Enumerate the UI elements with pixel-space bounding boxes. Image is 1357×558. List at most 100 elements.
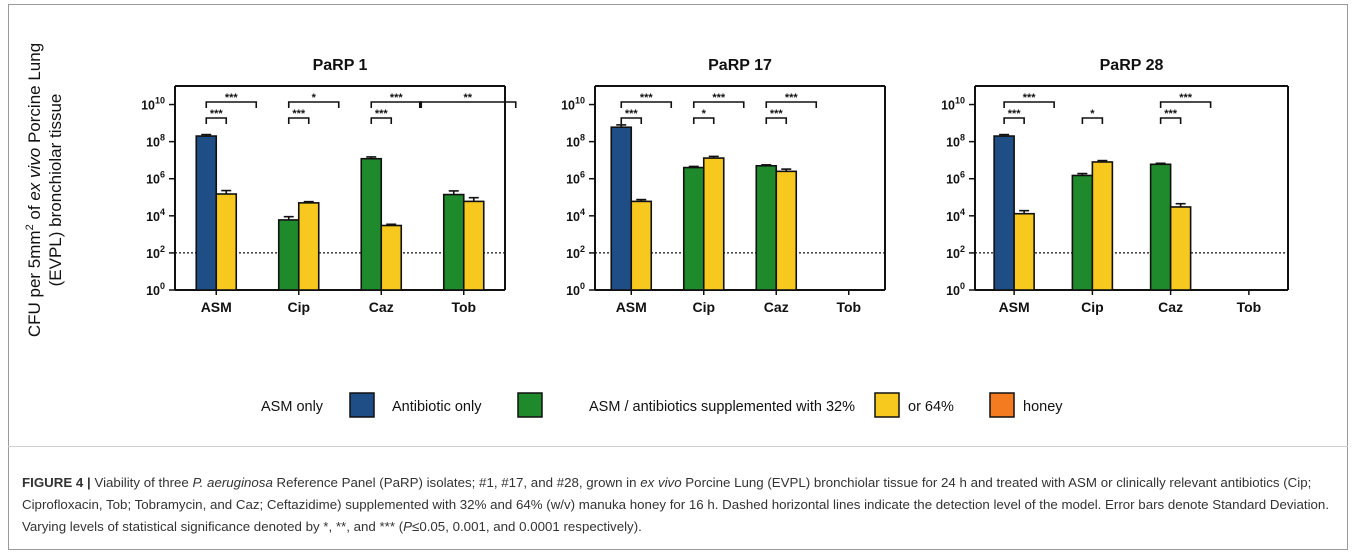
figure-svg: CFU per 5mm2 of ex vivo Porcine Lung (EV…: [24, 43, 1289, 418]
bar-asm-second: [630, 200, 653, 291]
figure-caption: FIGURE 4 | Viability of three P. aerugin…: [22, 472, 1344, 538]
significance-bracket: [370, 117, 393, 124]
bar-caz-second: [1169, 206, 1192, 291]
y-tick-label: 100: [946, 281, 965, 298]
caption-text-5: Porcine Lung (EVPL) bronchiolar tissue f…: [22, 475, 1330, 534]
panel-2: PaRP 171001021041061081010ASM******Cip**…: [561, 57, 886, 315]
bar-cip-second: [702, 157, 725, 291]
bar-asm-second: [1013, 212, 1035, 291]
y-tick-label: 106: [566, 170, 585, 187]
significance-bracket: [620, 117, 643, 124]
significance-bracket: [287, 117, 310, 124]
bar-cip-first: [277, 219, 300, 291]
significance-label: ***: [1179, 92, 1193, 104]
caption-text-4: ex vivo: [640, 475, 682, 490]
y-tick-label: 100: [146, 281, 165, 298]
y-tick-label: 1010: [561, 96, 585, 113]
y-tick-label: 100: [566, 281, 585, 298]
significance-label: ***: [712, 92, 726, 104]
significance-label: ***: [1008, 108, 1022, 120]
significance-bracket: [1003, 117, 1025, 124]
significance-label: ***: [375, 108, 389, 120]
significance-bracket: [1159, 117, 1182, 124]
significance-bracket: [692, 117, 715, 124]
chart-title-parp-17: PaRP 17: [708, 57, 772, 74]
y-tick-label: 108: [146, 133, 165, 150]
bar-cip-first: [1071, 174, 1094, 291]
y-tick-label: 1010: [141, 96, 165, 113]
bar-caz-first: [755, 164, 778, 291]
y-axis-label-line2: (EVPL) bronchiolar tissue: [46, 94, 65, 287]
y-axis-label: CFU per 5mm2 of ex vivo Porcine Lung (EV…: [24, 43, 65, 337]
y-tick-label: 104: [566, 207, 585, 224]
significance-bracket: [692, 101, 745, 108]
legend-label-honey-32: ASM / antibiotics supplemented with 32%: [589, 399, 855, 415]
bar-caz-first: [1149, 163, 1172, 291]
x-tick-label-caz: Caz: [764, 299, 789, 315]
significance-label: ***: [390, 92, 404, 104]
significance-label: *: [702, 108, 707, 120]
x-tick-label-asm: ASM: [616, 299, 647, 315]
significance-bracket: [1159, 101, 1212, 108]
significance-label: *: [312, 92, 317, 104]
significance-label: ***: [1023, 92, 1037, 104]
significance-bracket: [418, 101, 517, 108]
legend-label-honey: honey: [1023, 399, 1063, 415]
bar-cip-second: [297, 202, 320, 291]
caption-text-6: P: [403, 519, 413, 534]
significance-bracket: [1081, 117, 1104, 124]
legend: ASM only Antibiotic only ASM / antibioti…: [261, 392, 1063, 418]
significance-label: ***: [640, 92, 654, 104]
x-tick-label-cip: Cip: [287, 299, 310, 315]
y-tick-label: 102: [946, 244, 965, 261]
significance-bracket: [620, 101, 673, 108]
y-tick-label: 1010: [941, 96, 965, 113]
caption-lead: FIGURE 4 |: [22, 475, 91, 490]
significance-bracket: [205, 117, 228, 124]
significance-bracket: [205, 101, 258, 108]
significance-bracket: [1003, 101, 1055, 108]
significance-label: ***: [210, 108, 224, 120]
significance-label: ***: [785, 92, 799, 104]
y-tick-label: 106: [946, 170, 965, 187]
significance-label: ***: [625, 108, 639, 120]
legend-swatch-antibiotic-only: [517, 392, 543, 418]
x-tick-label-tob: Tob: [1237, 299, 1262, 315]
caption-separator: [8, 446, 1348, 447]
x-tick-label-tob: Tob: [451, 299, 476, 315]
caption-text-7: ≤0.05, 0.001, and 0.0001 respectively).: [412, 519, 642, 534]
significance-label: ***: [292, 108, 306, 120]
bar-cip-first: [682, 166, 705, 291]
chart-title-parp-28: PaRP 28: [1100, 57, 1164, 74]
y-tick-label: 104: [146, 207, 165, 224]
significance-label: **: [463, 92, 472, 104]
figure-frame: [8, 4, 1348, 550]
y-tick-label: 104: [946, 207, 965, 224]
y-tick-label: 102: [566, 244, 585, 261]
x-tick-label-cip: Cip: [692, 299, 715, 315]
significance-label: *: [1090, 108, 1095, 120]
caption-text-1: Viability of three: [90, 475, 193, 490]
legend-swatch-honey-64: [989, 392, 1015, 418]
y-tick-label: 102: [146, 244, 165, 261]
significance-bracket: [765, 101, 818, 108]
caption-text-3: Reference Panel (PaRP) isolates; #1, #17…: [272, 475, 641, 490]
significance-bracket: [287, 101, 340, 108]
y-tick-label: 108: [566, 133, 585, 150]
legend-swatch-honey-32: [874, 392, 900, 418]
bar-caz-first: [360, 157, 383, 291]
x-tick-label-asm: ASM: [201, 299, 232, 315]
significance-bracket: [765, 117, 788, 124]
y-tick-label: 106: [146, 170, 165, 187]
significance-label: ***: [770, 108, 784, 120]
bar-caz-second: [380, 224, 403, 291]
significance-label: ***: [1164, 108, 1178, 120]
bar-tob-second: [462, 200, 485, 291]
bar-asm-first: [993, 135, 1015, 291]
bar-caz-second: [775, 170, 798, 291]
x-tick-label-caz: Caz: [369, 299, 394, 315]
bar-asm-first: [195, 135, 218, 291]
chart-title-parp-1: PaRP 1: [313, 57, 368, 74]
legend-label-honey-64: or 64%: [908, 399, 954, 415]
x-tick-label-caz: Caz: [1158, 299, 1183, 315]
